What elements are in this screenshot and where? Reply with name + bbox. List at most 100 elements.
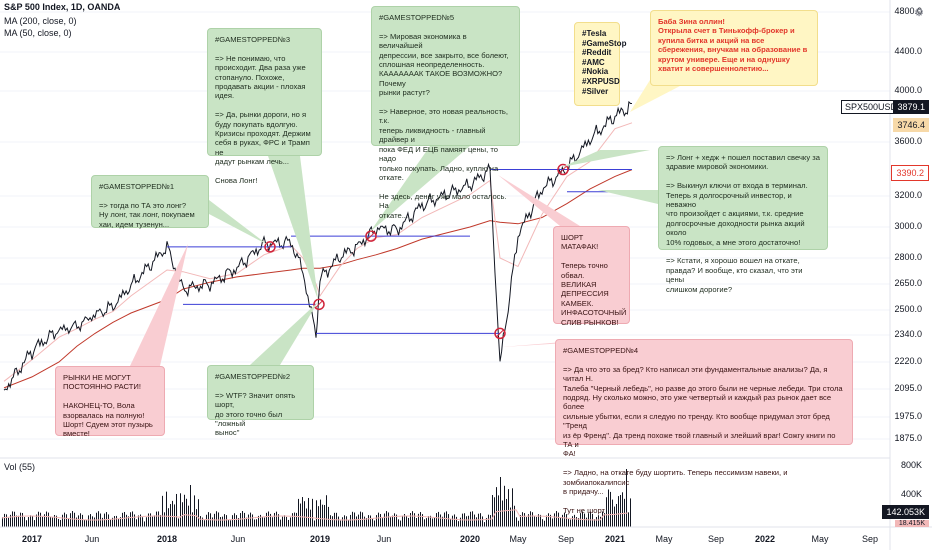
volume-bar xyxy=(342,517,343,527)
volume-bar xyxy=(534,516,535,527)
volume-bar xyxy=(504,485,505,527)
volume-bar xyxy=(104,513,105,527)
volume-bar xyxy=(140,514,141,527)
volume-bar xyxy=(604,513,605,527)
volume-bar xyxy=(92,516,93,527)
volume-bar xyxy=(590,511,591,527)
volume-bar xyxy=(86,520,87,527)
volume-bar xyxy=(278,514,279,527)
note-gamestopped-4: #GAMESTOPPED№4 => Да что это за бред? Кт… xyxy=(555,339,853,515)
volume-bar xyxy=(414,513,415,527)
volume-bar xyxy=(120,517,121,527)
volume-bar xyxy=(318,506,319,527)
volume-bar xyxy=(520,515,521,527)
ma50-legend[interactable]: MA (50, close, 0) xyxy=(4,28,72,38)
volume-bar xyxy=(220,517,221,527)
time-tick-6: 2020 xyxy=(459,534,481,544)
volume-bar xyxy=(282,516,283,527)
volume-bar xyxy=(240,513,241,527)
volume-bar xyxy=(486,517,487,527)
volume-bar xyxy=(488,514,489,527)
volume-bar xyxy=(430,515,431,527)
volume-bar xyxy=(134,514,135,527)
volume-bar xyxy=(260,514,261,527)
note-crash-mid: ШОРТ МАТАФАК! Теперь точно обвал. ВЕЛИКА… xyxy=(553,226,630,327)
time-tick-1: Jun xyxy=(84,534,100,544)
price-tick-4: 3200.0 xyxy=(894,190,922,200)
volume-bar xyxy=(52,517,53,527)
volume-bar xyxy=(28,517,29,527)
signal-circle-mark-1 xyxy=(315,300,323,309)
price-tick-0: 4800.0 xyxy=(894,6,922,16)
volume-bar xyxy=(26,520,27,527)
volume-bar xyxy=(258,515,259,527)
signal-circle-1[interactable] xyxy=(313,298,325,311)
gear-icon[interactable]: ⚙ xyxy=(914,7,924,19)
volume-bar xyxy=(436,513,437,527)
volume-bar xyxy=(136,519,137,527)
volume-bar xyxy=(326,495,327,527)
volume-bar xyxy=(94,517,95,527)
volume-bar xyxy=(376,515,377,527)
volume-bar xyxy=(346,516,347,527)
volume-bar xyxy=(368,515,369,527)
volume-bar xyxy=(294,512,295,527)
signal-circle-0[interactable] xyxy=(264,241,276,253)
volume-bar xyxy=(66,514,67,527)
volume-bar xyxy=(44,514,45,527)
volume-bar xyxy=(456,516,457,527)
volume-bar xyxy=(226,515,227,527)
volume-bar xyxy=(528,514,529,527)
volume-bar xyxy=(380,514,381,527)
volume-bar xyxy=(444,512,445,527)
volume-bar xyxy=(558,512,559,527)
volume-bar xyxy=(518,520,519,527)
price-tick-12: 1975.0 xyxy=(894,411,922,421)
volume-bar xyxy=(614,506,615,527)
volume-bar xyxy=(252,514,253,527)
volume-bar xyxy=(570,519,571,527)
volume-bar xyxy=(630,498,631,527)
volume-legend[interactable]: Vol (55) xyxy=(4,462,36,472)
volume-bar xyxy=(114,516,115,527)
volume-bar xyxy=(128,516,129,527)
volume-bar xyxy=(450,519,451,527)
volume-bar xyxy=(510,507,511,527)
volume-bar xyxy=(178,518,179,527)
signal-circle-4[interactable] xyxy=(557,163,569,176)
signal-circle-mark-4 xyxy=(559,165,567,174)
volume-bar xyxy=(550,514,551,527)
volume-bar xyxy=(364,516,365,527)
price-tick-7: 2650.0 xyxy=(894,278,922,288)
volume-bar xyxy=(512,488,513,527)
volume-bar xyxy=(416,517,417,527)
volume-bar xyxy=(154,515,155,527)
volume-bar xyxy=(98,511,99,527)
volume-bar xyxy=(276,511,277,527)
volume-bar xyxy=(596,516,597,527)
volume-bar xyxy=(22,512,23,527)
volume-bar xyxy=(110,519,111,527)
volume-bar xyxy=(564,512,565,527)
volume-bar xyxy=(548,513,549,527)
volume-bar xyxy=(494,497,495,527)
price-tick-2: 4000.0 xyxy=(894,85,922,95)
volume-bar xyxy=(48,512,49,527)
volume-bar xyxy=(142,517,143,527)
time-tick-2: 2018 xyxy=(156,534,178,544)
volume-bar xyxy=(482,516,483,527)
time-tick-13: May xyxy=(811,534,829,544)
ma200-legend[interactable]: MA (200, close, 0) xyxy=(4,16,77,26)
volume-bar xyxy=(250,512,251,527)
volume-bar xyxy=(2,517,3,527)
volume-bar xyxy=(428,516,429,527)
volume-bar xyxy=(422,514,423,527)
volume-bar xyxy=(612,499,613,527)
volume-bar xyxy=(90,514,91,527)
volume-bar xyxy=(246,517,247,527)
signal-circle-3[interactable] xyxy=(494,327,506,340)
volume-bar xyxy=(56,515,57,527)
note-gamestopped-2: #GAMESTOPPED№2 => WTF? Значит опять шорт… xyxy=(207,365,314,437)
volume-bar xyxy=(610,491,611,527)
